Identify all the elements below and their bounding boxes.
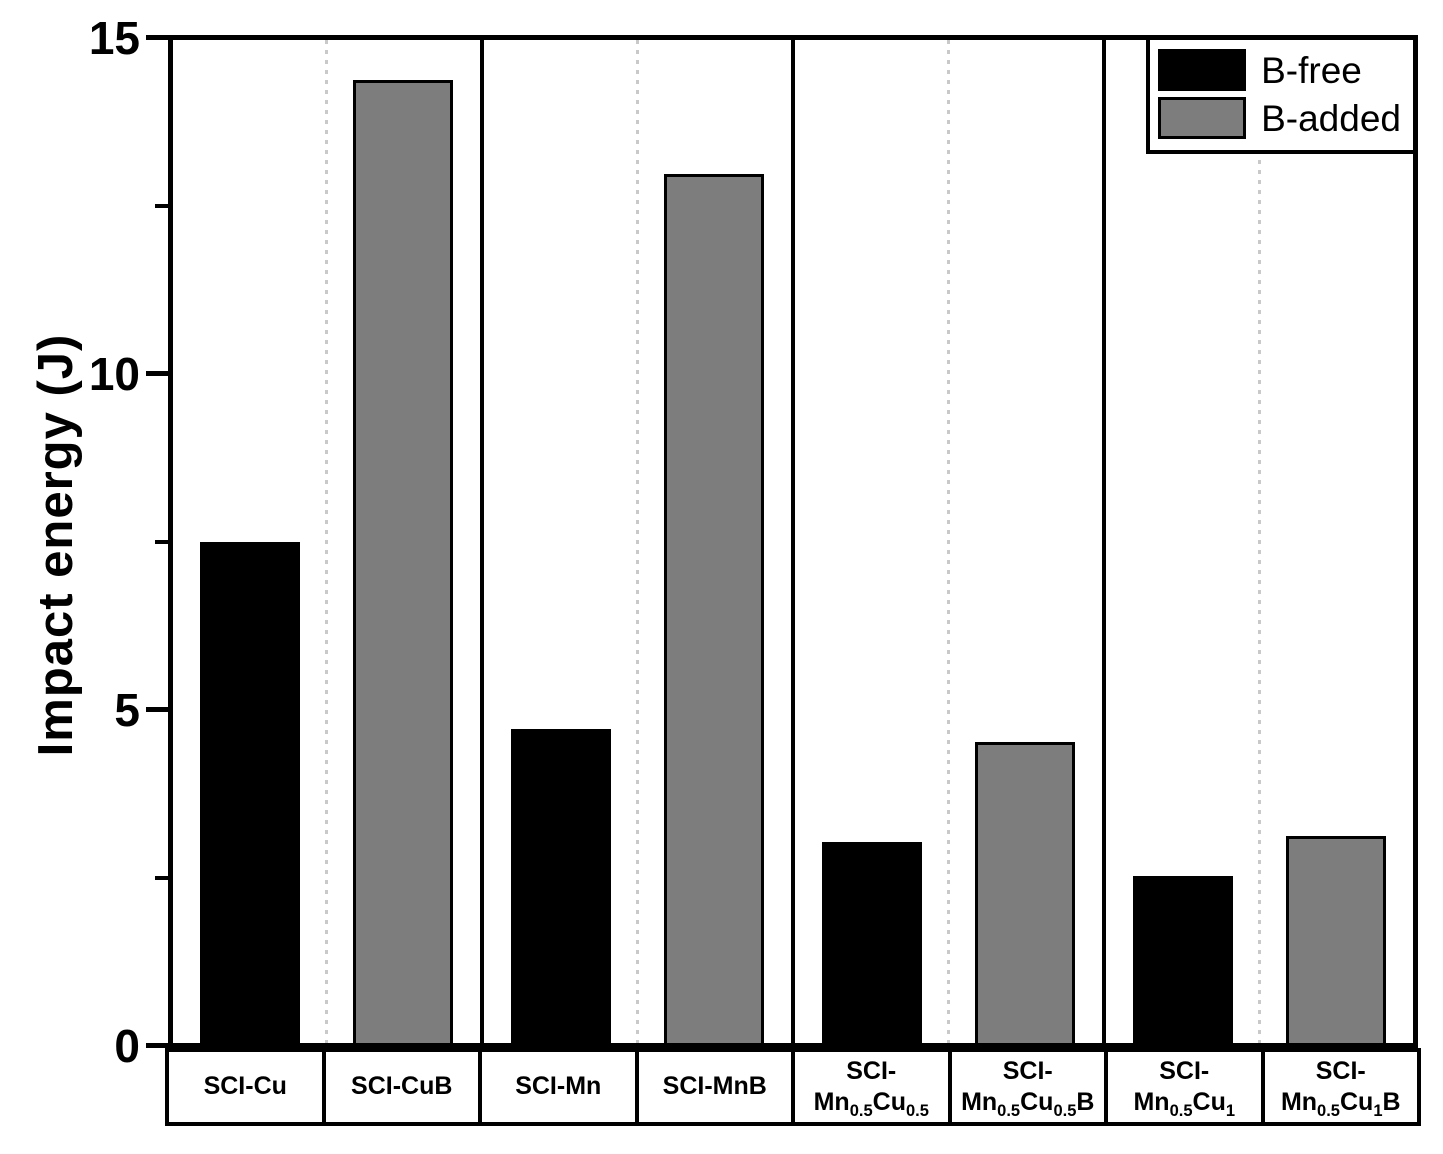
y-major-tick-10	[146, 371, 168, 376]
plot-area: B-free B-added	[168, 35, 1418, 1048]
bar-sci-cu	[199, 541, 300, 1043]
y-tick-label-15: 15	[88, 11, 140, 64]
x-label-sci-mn0-5cu1: SCI- Mn0.5Cu1	[1108, 1052, 1265, 1122]
y-tick-label-5: 5	[114, 683, 140, 736]
legend: B-free B-added	[1146, 40, 1413, 154]
bar-slot	[638, 40, 792, 1043]
bar-slot	[949, 40, 1103, 1043]
group-center-dotted-line	[1257, 40, 1261, 1043]
x-label-sci-mn0-5cu0-5b: SCI- Mn0.5Cu0.5B	[952, 1052, 1108, 1122]
bar-sci-mn	[510, 728, 611, 1043]
y-minor-tick-12.5	[155, 203, 168, 208]
y-minor-tick-7.5	[155, 539, 168, 544]
panel-group-1	[173, 40, 484, 1043]
panel-group-4	[1106, 40, 1413, 1043]
bar-sci-cub	[353, 80, 454, 1043]
legend-label: B-free	[1261, 49, 1362, 91]
legend-label: B-added	[1261, 97, 1401, 139]
group-center-dotted-line	[324, 40, 328, 1043]
bar-sci-mn0-5cu0-5	[821, 842, 922, 1043]
bar-sci-mn0-5cu1b	[1286, 835, 1387, 1043]
bar-sci-mn0-5cu0-5b	[975, 742, 1076, 1043]
bar-sci-mnb	[664, 173, 765, 1043]
y-minor-tick-2.5	[155, 875, 168, 880]
y-tick-label-10: 10	[88, 347, 140, 400]
bar-slot	[327, 40, 481, 1043]
group-center-dotted-line	[946, 40, 950, 1043]
y-major-tick-0	[146, 1043, 168, 1048]
bar-slot	[1106, 40, 1260, 1043]
legend-swatch-b-free	[1158, 49, 1247, 91]
legend-item-b-free: B-free	[1158, 49, 1401, 91]
legend-swatch-b-added	[1158, 97, 1247, 139]
y-major-tick-5	[146, 707, 168, 712]
y-tick-label-0: 0	[114, 1019, 140, 1072]
x-label-sci-cub: SCI-CuB	[326, 1052, 482, 1122]
x-label-sci-mnb: SCI-MnB	[639, 1052, 795, 1122]
bar-slot	[173, 40, 327, 1043]
panel-group-2	[484, 40, 795, 1043]
bar-slot	[1260, 40, 1414, 1043]
legend-item-b-added: B-added	[1158, 97, 1401, 139]
bar-slot	[484, 40, 638, 1043]
bar-slot	[795, 40, 949, 1043]
x-label-sci-mn0-5cu1b: SCI- Mn0.5Cu1B	[1280, 1056, 1401, 1120]
x-label-sci-mn: SCI-Mn	[482, 1052, 639, 1122]
group-center-dotted-line	[635, 40, 639, 1043]
panel-group-3	[795, 40, 1106, 1043]
x-label-sci-mn0-5cu0-5: SCI- Mn0.5Cu0.5	[795, 1052, 952, 1122]
x-axis-label-row: SCI-Cu SCI-CuB SCI-Mn SCI-MnB SCI- Mn0.5Cu0.5…	[165, 1048, 1421, 1126]
y-major-tick-15	[146, 35, 168, 40]
bar-sci-mn0-5cu1	[1132, 875, 1233, 1043]
x-label-sci-cu: SCI-Cu	[169, 1052, 326, 1122]
